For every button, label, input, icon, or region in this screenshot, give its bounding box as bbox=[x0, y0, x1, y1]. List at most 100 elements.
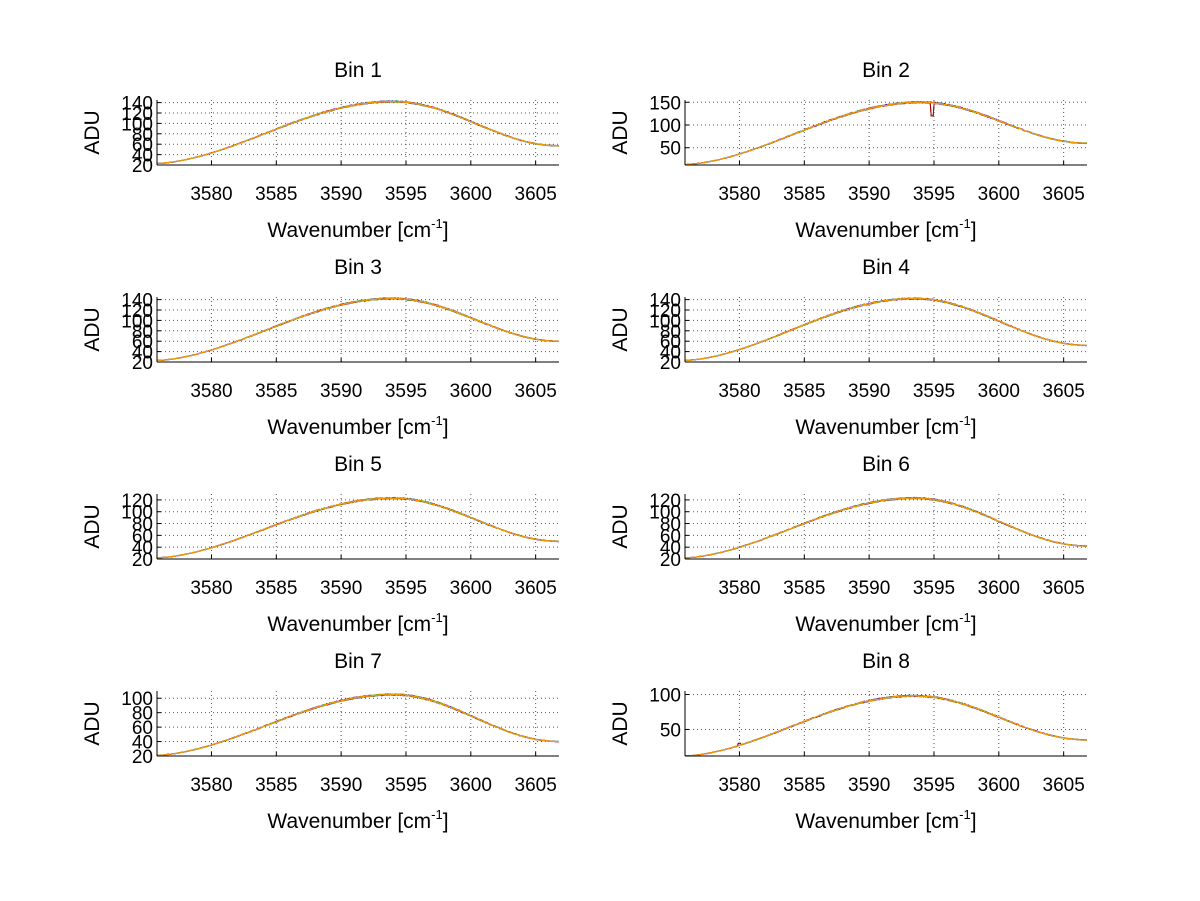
y-tick-label: 100 bbox=[649, 311, 681, 332]
series-line-7 bbox=[685, 497, 1087, 559]
y-tick-label: 120 bbox=[121, 301, 153, 322]
x-tick-label: 3600 bbox=[450, 184, 492, 205]
y-tick-label: 100 bbox=[121, 689, 153, 710]
x-tick-label: 3605 bbox=[1043, 381, 1085, 402]
series-line-4 bbox=[157, 693, 559, 756]
x-tick-label: 3580 bbox=[718, 775, 760, 796]
series-line-2 bbox=[157, 693, 559, 756]
series-line-4 bbox=[685, 694, 1087, 756]
x-tick-label: 3600 bbox=[450, 578, 492, 599]
x-tick-label: 3580 bbox=[718, 184, 760, 205]
y-tick-label: 60 bbox=[132, 332, 153, 353]
y-tick-label: 50 bbox=[660, 720, 681, 741]
series-line-5 bbox=[685, 297, 1087, 361]
series-line-7 bbox=[157, 497, 559, 559]
series-line-3 bbox=[157, 693, 559, 756]
x-tick-label: 3600 bbox=[978, 775, 1020, 796]
series-line-7 bbox=[685, 297, 1087, 361]
chart-title: Bin 7 bbox=[334, 650, 382, 673]
y-tick-label: 100 bbox=[121, 503, 153, 524]
y-axis-label: ADU bbox=[81, 701, 104, 745]
y-tick-label: 60 bbox=[132, 718, 153, 739]
x-tick-label: 3580 bbox=[190, 578, 232, 599]
series-line-5 bbox=[685, 694, 1087, 756]
series-line-7 bbox=[157, 100, 559, 164]
y-tick-label: 80 bbox=[660, 515, 681, 536]
x-tick-label: 3595 bbox=[385, 381, 427, 402]
x-tick-label: 3590 bbox=[848, 381, 890, 402]
series-line-4 bbox=[685, 100, 1087, 165]
y-tick-label: 140 bbox=[121, 94, 153, 115]
x-tick-label: 3605 bbox=[1043, 775, 1085, 796]
x-tick-label: 3590 bbox=[848, 578, 890, 599]
x-tick-label: 3585 bbox=[255, 381, 297, 402]
y-axis-label: ADU bbox=[609, 701, 632, 745]
series-line-7 bbox=[157, 693, 559, 756]
x-tick-label: 3595 bbox=[913, 775, 955, 796]
series-line-4 bbox=[685, 496, 1087, 559]
y-tick-label: 20 bbox=[132, 156, 153, 177]
subplot-bin-8: 3580 3585 3590 3595 3600 3605 50 100 Bin 8 Wavenu… bbox=[609, 650, 1087, 833]
x-axis-label: Wavenumber [cm-1] bbox=[795, 413, 976, 439]
x-axis-label: Wavenumber [cm-1] bbox=[267, 216, 448, 242]
x-tick-label: 3580 bbox=[190, 775, 232, 796]
chart-title: Bin 1 bbox=[334, 59, 382, 82]
y-tick-label: 40 bbox=[132, 733, 153, 754]
x-tick-label: 3605 bbox=[515, 775, 557, 796]
x-tick-label: 3580 bbox=[718, 578, 760, 599]
x-tick-label: 3600 bbox=[978, 578, 1020, 599]
y-tick-label: 150 bbox=[649, 93, 681, 114]
y-tick-label: 40 bbox=[660, 343, 681, 364]
y-tick-label: 120 bbox=[121, 104, 153, 125]
x-tick-label: 3580 bbox=[190, 381, 232, 402]
x-tick-label: 3590 bbox=[320, 578, 362, 599]
y-tick-label: 80 bbox=[132, 322, 153, 343]
series-line-3 bbox=[685, 694, 1087, 756]
y-tick-label: 20 bbox=[132, 747, 153, 768]
y-tick-label: 60 bbox=[660, 526, 681, 547]
x-axis-label: Wavenumber [cm-1] bbox=[795, 807, 976, 833]
x-tick-label: 3590 bbox=[320, 184, 362, 205]
x-tick-label: 3590 bbox=[848, 184, 890, 205]
y-tick-label: 80 bbox=[132, 704, 153, 725]
x-tick-label: 3585 bbox=[783, 381, 825, 402]
series-line-1 bbox=[685, 100, 1087, 165]
y-tick-label: 120 bbox=[649, 301, 681, 322]
y-axis-label: ADU bbox=[609, 307, 632, 351]
y-axis-label: ADU bbox=[81, 504, 104, 548]
chart-title: Bin 5 bbox=[334, 453, 382, 476]
chart-title: Bin 6 bbox=[862, 453, 910, 476]
x-tick-label: 3595 bbox=[385, 775, 427, 796]
y-tick-label: 100 bbox=[649, 685, 681, 706]
chart-title: Bin 3 bbox=[334, 256, 382, 279]
x-tick-label: 3590 bbox=[848, 775, 890, 796]
subplot-bin-4: 3580 3585 3590 3595 3600 3605 2040608010012014… bbox=[609, 256, 1087, 439]
y-tick-label: 80 bbox=[660, 322, 681, 343]
y-tick-label: 20 bbox=[660, 550, 681, 571]
chart-title: Bin 2 bbox=[862, 59, 910, 82]
y-axis-label: ADU bbox=[609, 504, 632, 548]
y-tick-label: 60 bbox=[660, 332, 681, 353]
y-axis-label: ADU bbox=[609, 110, 632, 154]
series-line-3 bbox=[157, 496, 559, 559]
y-tick-label: 20 bbox=[132, 353, 153, 374]
y-tick-label: 50 bbox=[660, 139, 681, 160]
x-axis-label: Wavenumber [cm-1] bbox=[795, 610, 976, 636]
series-line-5 bbox=[157, 100, 559, 164]
series-line-7 bbox=[685, 101, 1087, 165]
x-tick-label: 3590 bbox=[320, 775, 362, 796]
series-line-2 bbox=[685, 496, 1087, 559]
series-line-3 bbox=[685, 101, 1087, 165]
x-tick-label: 3595 bbox=[385, 578, 427, 599]
y-tick-label: 120 bbox=[649, 491, 681, 512]
series-line-6 bbox=[157, 693, 559, 756]
series-line-5 bbox=[157, 693, 559, 756]
y-tick-label: 40 bbox=[132, 538, 153, 559]
series-line-1 bbox=[685, 694, 1087, 756]
y-tick-label: 120 bbox=[121, 491, 153, 512]
x-tick-label: 3605 bbox=[1043, 578, 1085, 599]
